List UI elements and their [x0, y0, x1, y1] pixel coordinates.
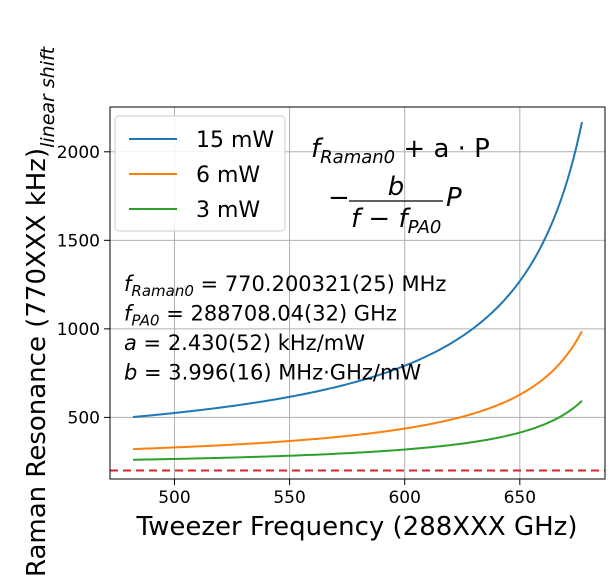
legend-box	[114, 115, 286, 232]
series-layer	[132, 121, 583, 461]
model-equation: fRaman0 + a · P − b f − fPA0 P	[311, 134, 490, 238]
equation-line-2-tail: P	[446, 183, 462, 213]
grid	[110, 107, 605, 479]
series-line-15mw	[132, 121, 583, 419]
y-tick-label: 2000	[57, 143, 100, 163]
x-tick-label: 650	[504, 488, 536, 508]
x-axis-label: Tweezer Frequency (288XXX GHz)	[136, 512, 578, 542]
y-tick-label: 1000	[57, 320, 100, 340]
x-tick-label: 500	[158, 488, 190, 508]
equation-minus-sign: −	[328, 183, 350, 213]
y-tick-label: 500	[68, 408, 100, 428]
series-line-3mw	[133, 400, 583, 461]
equation-fraction-numerator: b	[388, 172, 405, 202]
parameter-fpa0: fPA0 = 288708.04(32) GHz	[124, 302, 397, 330]
y-axis-label-main: Raman Resonance (770XXX kHz)	[22, 148, 52, 577]
y-axis-label-subscript: linear shift	[37, 45, 59, 148]
y-tick-label: 1500	[57, 231, 100, 251]
parameter-b: b = 3.996(16) MHz·GHz/mW	[124, 361, 421, 385]
series-line-6mw	[132, 330, 583, 451]
equation-line-1: fRaman0 + a · P	[311, 134, 490, 168]
plot-frame	[109, 106, 606, 480]
x-tick-label: 550	[273, 488, 305, 508]
parameter-framan0: fRaman0 = 770.200321(25) MHz	[124, 272, 446, 300]
y-axis-label: Raman Resonance (770XXX kHz)linear shift	[22, 45, 59, 577]
legend-label-6mw: 6 mW	[196, 163, 260, 188]
equation-fraction-denominator: f − fPA0	[351, 204, 441, 238]
x-tick-label: 600	[388, 488, 420, 508]
legend-label-15mw: 15 mW	[196, 128, 274, 153]
parameter-a: a = 2.430(52) kHz/mW	[124, 331, 365, 355]
legend: 15 mW 6 mW 3 mW	[114, 115, 286, 232]
axis-ticks: 500 550 600 650 500 1000 1500 2000	[57, 143, 536, 508]
legend-label-3mw: 3 mW	[196, 198, 260, 223]
